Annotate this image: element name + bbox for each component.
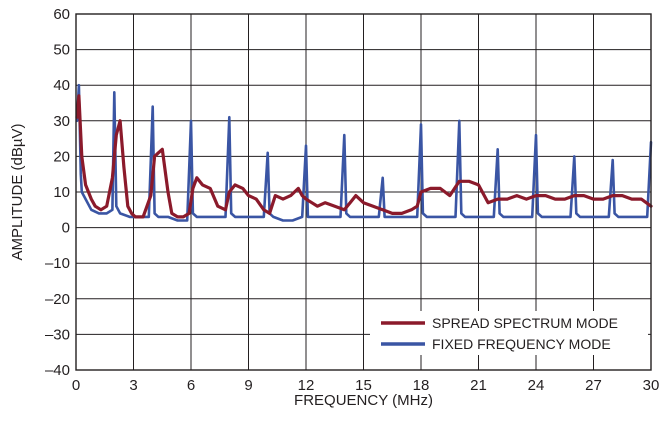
x-tick-label-0: 0 bbox=[72, 377, 80, 394]
x-tick-label-7: 21 bbox=[470, 377, 487, 394]
x-tick-label-5: 15 bbox=[355, 377, 372, 394]
y-tick-label-7: 30 bbox=[53, 113, 70, 130]
y-axis-label: AMPLITUDE (dBµV) bbox=[9, 123, 26, 260]
x-axis-label: FREQUENCY (MHz) bbox=[294, 392, 433, 409]
x-tick-label-10: 30 bbox=[643, 377, 660, 394]
legend: SPREAD SPECTRUM MODE FIXED FREQUENCY MODE bbox=[370, 311, 648, 355]
series-layer bbox=[75, 83, 653, 222]
x-tick-label-1: 3 bbox=[129, 377, 137, 394]
y-tick-label-3: –10 bbox=[45, 255, 70, 272]
y-tick-label-5: 10 bbox=[53, 184, 70, 201]
legend-background bbox=[370, 311, 648, 355]
series-line-0 bbox=[75, 94, 653, 219]
y-tick-label-6: 20 bbox=[53, 148, 70, 165]
legend-label-1: FIXED FREQUENCY MODE bbox=[432, 336, 611, 352]
x-tick-label-9: 27 bbox=[585, 377, 602, 394]
y-tick-label-9: 50 bbox=[53, 42, 70, 59]
y-tick-label-2: –20 bbox=[45, 291, 70, 308]
y-tick-label-1: –30 bbox=[45, 326, 70, 343]
y-tick-label-0: –40 bbox=[45, 362, 70, 379]
y-tick-label-8: 40 bbox=[53, 77, 70, 94]
x-tick-label-2: 6 bbox=[187, 377, 195, 394]
legend-label-0: SPREAD SPECTRUM MODE bbox=[432, 315, 618, 331]
y-tick-label-10: 60 bbox=[53, 6, 70, 23]
x-tick-label-8: 24 bbox=[528, 377, 545, 394]
tick-labels: 0 3 6 9 12 15 18 21 24 27 30 –40 –30 –20 –10 0 10 20 30 40 5… bbox=[45, 6, 659, 394]
y-tick-label-4: 0 bbox=[62, 220, 70, 237]
x-tick-label-3: 9 bbox=[244, 377, 252, 394]
x-tick-label-4: 12 bbox=[298, 377, 315, 394]
plot-frame bbox=[75, 13, 652, 371]
x-tick-label-6: 18 bbox=[413, 377, 430, 394]
